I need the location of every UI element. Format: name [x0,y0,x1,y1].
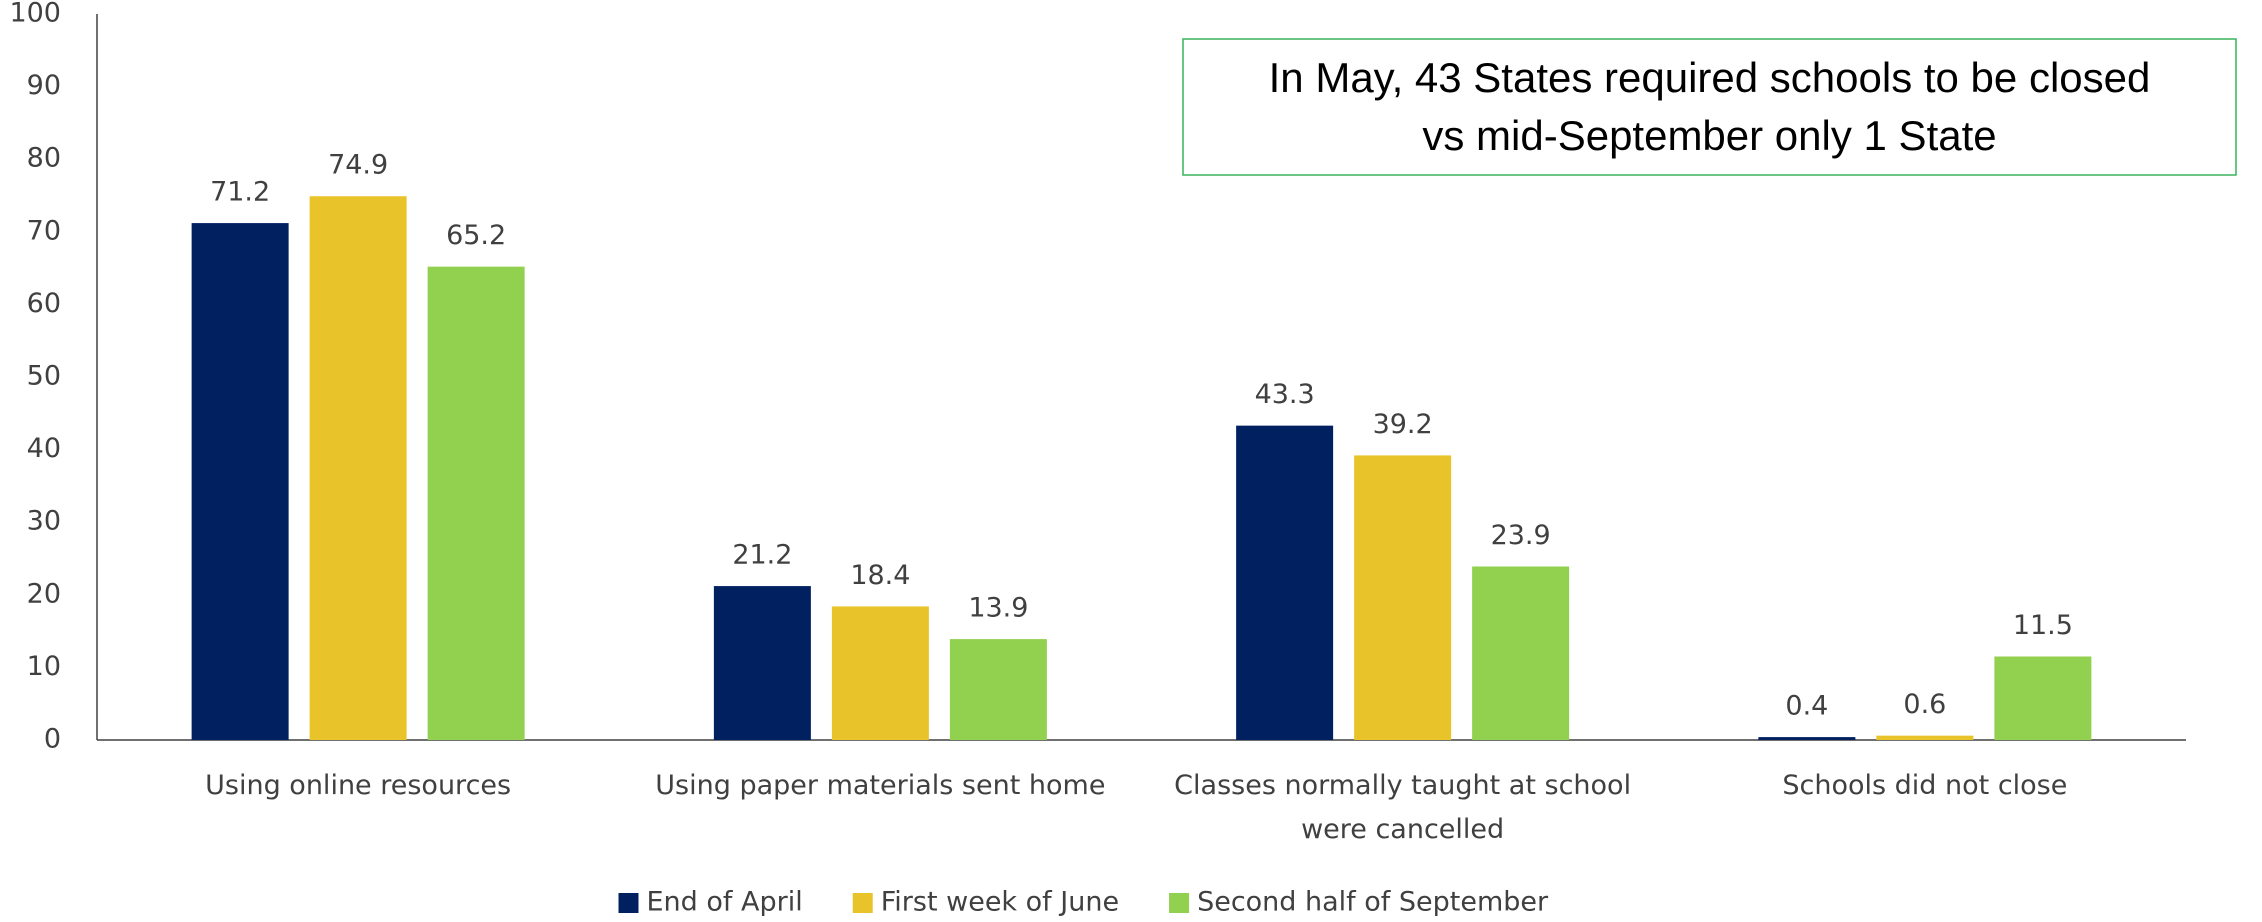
bar [191,223,289,740]
annotation-line: In May, 43 States required schools to be… [1268,54,2151,101]
data-label: 13.9 [968,593,1028,624]
y-tick-label: 40 [27,433,61,464]
y-tick-label: 70 [27,215,61,246]
bar [949,639,1047,740]
data-label: 43.3 [1255,379,1315,410]
x-tick-label: Using online resources [205,770,512,801]
data-label: 65.2 [446,220,506,251]
x-tick-label-box: Using online resources [205,770,512,801]
y-tick-label: 10 [27,651,61,682]
bar [831,606,929,740]
bar [1236,425,1334,740]
x-tick-label: Schools did not close [1782,770,2068,801]
data-label: 18.4 [850,560,910,591]
bar [1758,737,1856,740]
y-tick-label: 80 [27,143,61,174]
data-label: 39.2 [1373,409,1433,440]
data-label: 71.2 [210,177,270,208]
x-tick-label-box: Using paper materials sent home [655,770,1106,801]
x-tick-label: Using paper materials sent home [655,770,1106,801]
y-tick-label: 90 [27,70,61,101]
data-label: 74.9 [328,150,388,181]
y-tick-label: 30 [27,506,61,537]
bar [1876,735,1974,740]
annotation-text: In May, 43 States required schools to be… [1183,39,2236,165]
y-tick-label: 100 [9,0,61,29]
annotation-box [1182,38,2237,176]
data-label: 21.2 [732,540,792,571]
data-label: 23.9 [1491,520,1551,551]
legend: End of April First week of June Second hal… [618,887,1549,918]
legend-label: Second half of September [1197,887,1549,918]
y-tick-label: 0 [44,724,61,755]
annotation-line: vs mid-September only 1 State [1422,112,1997,159]
y-tick-label: 20 [27,578,61,609]
legend-label: End of April [647,887,803,918]
legend-swatch [852,893,873,913]
bar [713,586,811,740]
bar [427,266,525,740]
legend-swatch [1169,893,1190,913]
bar [1354,455,1452,740]
bar [309,196,407,740]
y-tick-label: 50 [27,361,61,392]
data-label: 0.4 [1785,691,1828,722]
bar [1994,656,2092,740]
legend-swatch [618,893,639,913]
x-tick-label: Classes normally taught at school were c… [1174,770,1632,845]
data-label: 0.6 [1903,689,1946,720]
legend-label: First week of June [881,887,1119,918]
x-tick-label-box: Classes normally taught at school were c… [1174,770,1632,845]
data-label: 11.5 [2013,610,2073,641]
y-tick-label: 60 [27,288,61,319]
bar [1472,566,1570,740]
annotation: In May, 43 States required schools to be… [1183,39,2236,165]
x-tick-label-box: Schools did not close [1782,770,2068,801]
